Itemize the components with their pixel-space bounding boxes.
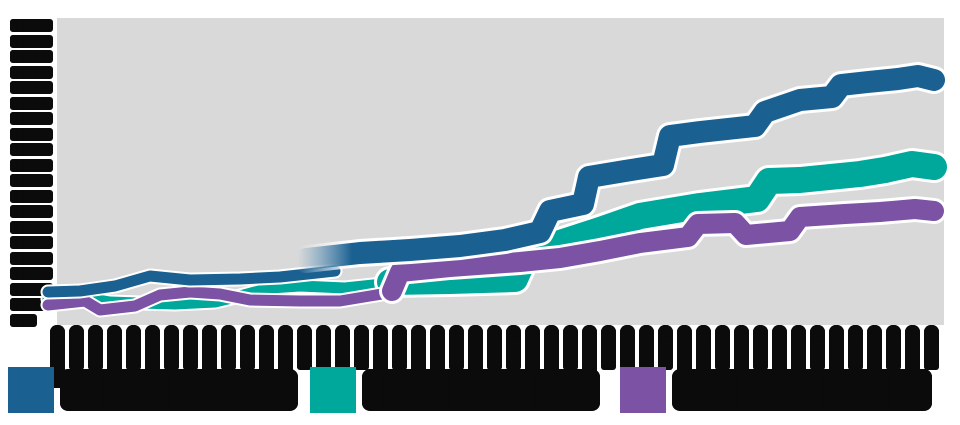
y-axis-tick-label-redacted: █████ [10,251,53,265]
x-axis-tick-label-redacted: ██████ [734,325,749,379]
x-axis-tick-label-redacted: █████ [715,325,730,370]
series-1-blue-line [42,265,341,298]
x-axis-tick-label-redacted: ██████ [620,325,635,379]
x-axis-tick-label-redacted: ██████ [677,325,692,379]
x-axis-tick-label-redacted: █████ [164,325,179,370]
legend-swatch [8,367,54,413]
x-axis-tick-label-redacted: ██████ [316,325,331,379]
x-axis-tick-label-redacted: █████ [297,325,312,370]
y-axis-tick-label-redacted: █████ [10,81,53,94]
x-axis-tick-label-redacted: ██████ [411,325,426,379]
x-axis-tick-label-redacted: █████ [753,325,768,370]
y-axis-tick-label-redacted: █████ [10,143,53,156]
y-axis-tick-label-redacted: █████ [10,50,53,63]
x-axis-tick-label-redacted: ██████ [772,325,787,379]
y-axis-tick-label-redacted: █████ [10,205,53,218]
x-axis-tick-label-redacted: █████ [810,325,825,370]
legend-swatch [310,367,356,413]
x-axis-tick-label-redacted: █████ [639,325,654,370]
x-axis-tick-label-redacted: ██████ [582,325,597,379]
legend-label-redacted: ███████████ [362,369,601,411]
x-axis-tick-label-redacted: █████ [183,325,198,370]
x-axis-tick-label-redacted: ██████ [107,325,122,379]
y-axis-tick-label-redacted: █████ [10,236,53,249]
y-axis-tick-label-redacted: █████ [10,112,53,125]
x-axis-tick-label-redacted: ██████ [905,325,920,379]
x-axis-tick-label-redacted: ██████ [259,325,274,379]
x-axis-tick-label-redacted: █████ [126,325,141,370]
legend-label-redacted: ████████████ [672,369,933,411]
x-axis-tick-label-redacted: █████ [658,325,673,370]
x-axis-tick-label-redacted: ██████ [373,325,388,379]
x-axis-tick-label-redacted: █████ [354,325,369,370]
x-axis-tick-label-redacted: █████ [487,325,502,370]
series-3-purple-line [382,199,944,301]
series-1-blue-line [295,65,945,270]
legend-item: ███████████ [310,367,601,413]
x-axis-tick-label-redacted: █████ [563,325,578,370]
x-axis-tick-label-redacted: █████ [69,325,84,370]
y-axis-tick-label-redacted: █████ [10,127,53,141]
x-axis-tick-label-redacted: █████ [392,325,407,370]
legend-item: ████████████ [620,367,933,413]
x-axis-tick-label-redacted: ██████ [145,325,160,379]
series-3-purple-line [42,286,400,316]
x-axis-tick-label-redacted: ██████ [278,325,293,379]
y-axis-tick-label-redacted: █████ [10,19,53,32]
y-axis-tick-label-redacted: █████ [10,96,53,110]
y-axis-tick-label-redacted: ███ [10,313,38,327]
x-axis-tick-label-redacted: ██████ [202,325,217,379]
x-axis-tick-label-redacted: █████ [88,325,103,370]
x-axis-tick-label-redacted: █████ [886,325,901,370]
x-axis-tick-label-redacted: █████ [506,325,521,370]
legend-swatch [620,367,666,413]
x-axis-tick-label-redacted: █████ [449,325,464,370]
y-axis-tick-label-redacted: █████ [10,65,53,79]
legend-item: ███████████ [8,367,299,413]
y-axis-tick-label-redacted: █████ [10,220,53,234]
x-axis-tick-label-redacted: ██████ [867,325,882,379]
y-axis-tick-label-redacted: █████ [10,267,53,280]
x-axis-tick-label-redacted: █████ [221,325,236,370]
x-axis-tick-label-redacted: ██████ [468,325,483,379]
y-axis-tick-label-redacted: █████ [10,189,53,203]
x-axis-tick-label-redacted: █████ [848,325,863,370]
x-axis-tick-label-redacted: ██████ [791,325,806,379]
y-axis-tick-label-redacted: █████ [10,158,53,172]
x-axis-tick-label-redacted: █████ [335,325,350,370]
y-axis-tick-label-redacted: █████ [10,174,53,187]
series-2-teal-line [42,277,398,310]
legend-label-redacted: ███████████ [60,369,299,411]
y-axis-tick-label-redacted: █████ [10,34,53,48]
x-axis-tick-label-redacted: ██████ [544,325,559,379]
x-axis-tick-label-redacted: █████ [924,325,939,370]
x-axis-tick-label-redacted: █████ [240,325,255,370]
x-axis-tick-label-redacted: █████ [601,325,616,370]
